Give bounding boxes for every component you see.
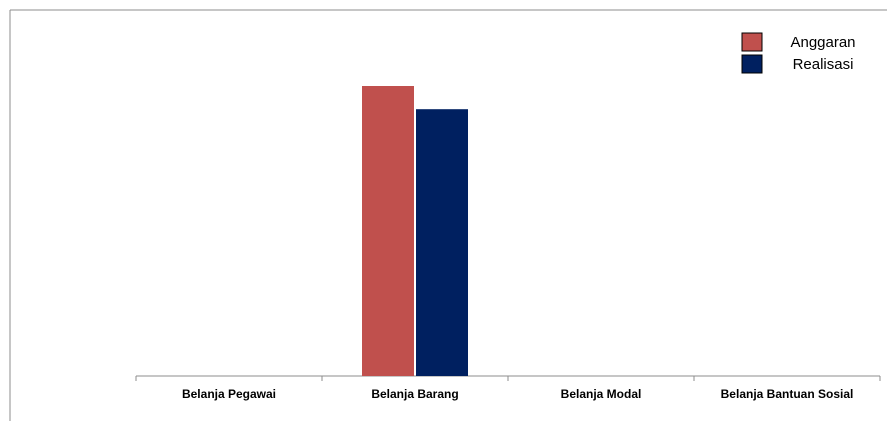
legend-label-anggaran: Anggaran	[790, 34, 855, 51]
bar-realisasi-1	[416, 109, 468, 376]
x-axis-ticks	[135, 376, 881, 381]
legend-swatch-realisasi	[741, 54, 763, 74]
legend-label-realisasi: Realisasi	[793, 56, 854, 73]
bars	[362, 86, 468, 376]
x-tick-label: Belanja Modal	[561, 387, 642, 401]
x-tick-label: Belanja Barang	[371, 387, 458, 401]
legend: Anggaran Realisasi	[741, 32, 856, 74]
x-tick-label: Belanja Pegawai	[182, 387, 276, 401]
bar-anggaran-1	[362, 86, 414, 376]
x-tick-labels: Belanja Pegawai Belanja Barang Belanja Mod…	[182, 387, 853, 401]
legend-swatch-anggaran	[741, 32, 763, 52]
x-tick-label: Belanja Bantuan Sosial	[721, 387, 854, 401]
